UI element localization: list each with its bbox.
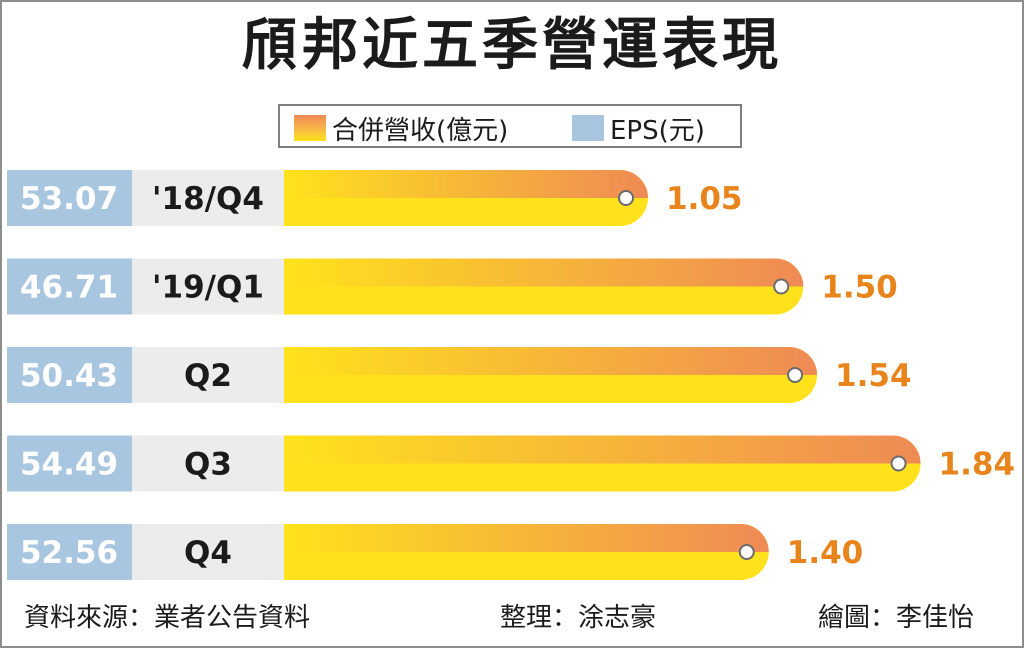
- footer-editor: 整理：涂志豪: [500, 603, 657, 633]
- legend-swatch-eps: [572, 115, 604, 141]
- revenue-value-label: 50.43: [20, 358, 118, 394]
- category-box: [132, 170, 284, 226]
- category-box: [132, 524, 284, 580]
- footer-source: 資料來源：業者公告資料: [24, 603, 311, 633]
- bar-end-marker: [618, 190, 634, 206]
- category-box: [132, 347, 284, 403]
- category-label: Q2: [184, 358, 232, 394]
- legend-label-revenue: 合併營收(億元): [332, 115, 509, 146]
- revenue-value-label: 54.49: [20, 447, 118, 483]
- category-label: '19/Q1: [152, 270, 264, 306]
- eps-value-label: 1.05: [666, 181, 743, 217]
- bar-end-marker: [738, 544, 755, 560]
- bar-highlight: [284, 170, 648, 198]
- revenue-value-box: [7, 524, 132, 580]
- category-box: [132, 258, 284, 315]
- bar-highlight: [284, 347, 818, 375]
- bar-end-marker: [773, 278, 790, 295]
- category-label: Q3: [184, 447, 232, 483]
- revenue-value-box: [7, 347, 132, 403]
- revenue-value-label: 46.71: [20, 270, 118, 306]
- legend-item-eps: EPS(元): [572, 113, 705, 146]
- revenue-value-box: [7, 435, 132, 492]
- legend-label-eps: EPS(元): [610, 115, 705, 146]
- category-box: [132, 435, 284, 492]
- bar-highlight: [284, 524, 769, 552]
- bar-end-marker: [787, 367, 804, 383]
- revenue-value-box: [7, 170, 132, 226]
- legend: 合併營收(億元) EPS(元): [278, 104, 742, 148]
- revenue-value-label: 53.07: [20, 181, 118, 217]
- category-label: Q4: [184, 535, 232, 571]
- legend-swatch-revenue: [294, 115, 326, 141]
- chart-title: 頎邦近五季營運表現: [242, 13, 782, 78]
- revenue-value-label: 52.56: [20, 535, 118, 571]
- bar-end-marker: [890, 455, 907, 472]
- category-label: '18/Q4: [152, 181, 264, 217]
- eps-value-label: 1.50: [821, 270, 898, 306]
- legend-item-revenue: 合併營收(億元): [294, 113, 508, 146]
- eps-value-label: 1.84: [939, 447, 1016, 483]
- bar-highlight: [284, 258, 804, 287]
- revenue-value-box: [7, 258, 132, 315]
- eps-value-label: 1.40: [787, 535, 864, 571]
- eps-value-label: 1.54: [835, 358, 912, 394]
- footer-artist: 繪圖：李佳怡: [818, 603, 975, 633]
- bar-highlight: [284, 435, 921, 464]
